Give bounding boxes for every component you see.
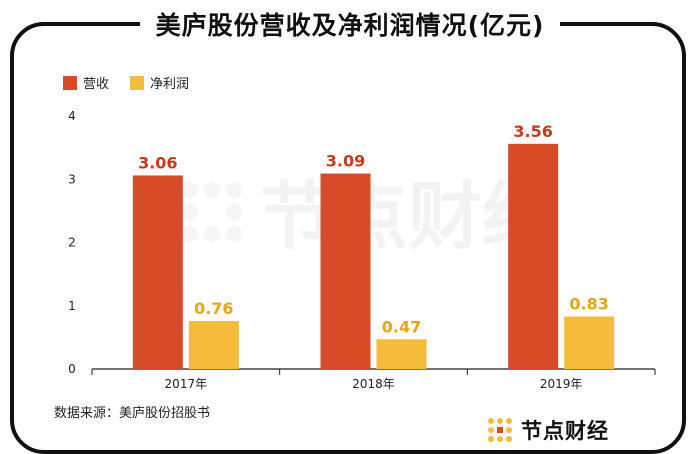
data-label-profit: 0.47 <box>382 317 421 336</box>
bar-revenue <box>320 173 371 369</box>
legend-swatch-1 <box>130 76 144 90</box>
bar-profit <box>564 316 615 369</box>
data-label-profit: 0.83 <box>569 295 608 314</box>
watermark: 节点财经 <box>182 174 556 260</box>
legend-label-1: 净利润 <box>150 77 189 92</box>
y-tick-label: 1 <box>68 299 76 313</box>
legend-label-0: 营收 <box>83 77 109 92</box>
bar-revenue <box>508 143 559 369</box>
chart-title: 美庐股份营收及净利润情况(亿元) <box>139 6 561 42</box>
legend-swatch-0 <box>63 76 77 90</box>
x-tick-label: 2019年 <box>540 377 583 391</box>
brand-name: 节点财经 <box>521 419 609 443</box>
data-label-revenue: 3.06 <box>138 153 177 172</box>
y-tick-label: 4 <box>68 109 76 123</box>
brand-icon <box>488 418 512 442</box>
bar-profit <box>188 320 239 369</box>
data-source: 数据来源：美庐股份招股书 <box>54 406 211 421</box>
y-tick-label: 2 <box>68 236 76 250</box>
data-label-revenue: 3.56 <box>513 122 552 141</box>
y-tick-label: 0 <box>68 362 76 376</box>
x-tick-label: 2017年 <box>165 377 208 391</box>
title-area: 美庐股份营收及净利润情况(亿元) <box>0 0 700 48</box>
watermark-text: 节点财经 <box>260 174 556 260</box>
data-label-revenue: 3.09 <box>326 152 365 171</box>
x-tick-label: 2018年 <box>352 377 395 391</box>
bar-revenue <box>132 175 183 369</box>
brand-logo: 节点财经 <box>481 416 617 444</box>
y-tick-label: 3 <box>68 172 76 186</box>
data-label-profit: 0.76 <box>194 299 233 318</box>
bar-profit <box>376 339 427 369</box>
